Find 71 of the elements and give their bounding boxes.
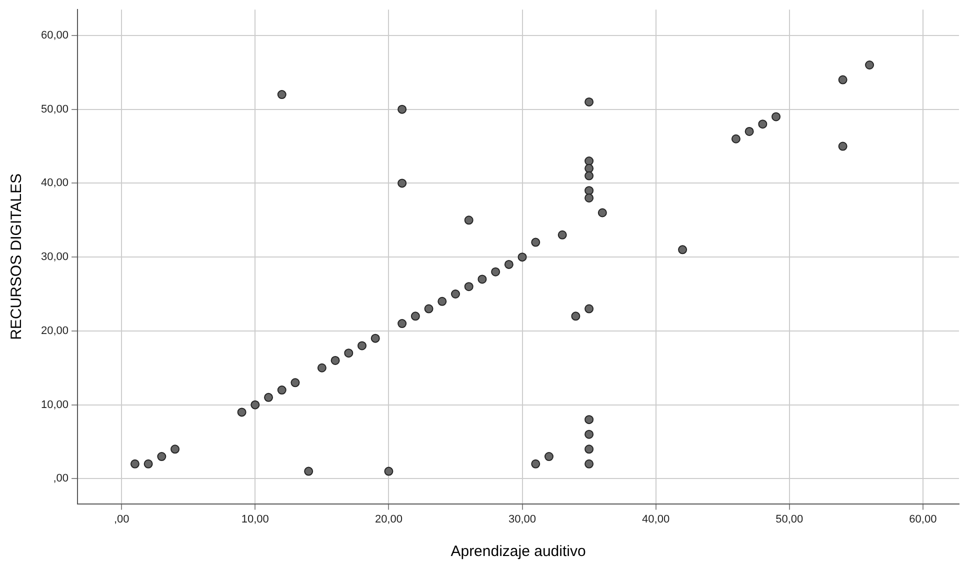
point [410,312,420,321]
point [758,120,768,129]
x-axis-title: Aprendizaje auditivo [450,543,586,560]
point [584,164,594,173]
point [531,238,540,247]
point [398,319,407,328]
point [838,142,848,151]
point [584,171,594,180]
point [584,304,594,314]
point [584,444,594,454]
point [330,356,340,365]
point [317,363,326,372]
y-tick-label: 40,00 [40,177,69,190]
point [678,245,688,254]
x-tick-label: 50,00 [776,513,804,526]
y-tick-label: 10,00 [40,398,69,411]
point [584,97,594,106]
point [130,459,140,468]
x-tick-label: 30,00 [508,513,536,526]
point [571,312,580,321]
point [584,415,594,424]
y-axis-title: RECURSOS DIGITALES [8,173,26,340]
point [237,408,246,417]
point [584,193,594,202]
point [358,341,367,350]
y-tick-label: 30,00 [40,251,69,264]
point [478,274,487,284]
x-tick-label: ,00 [114,513,130,526]
point [838,75,848,84]
point [531,459,540,468]
x-tick-label: 10,00 [241,513,269,526]
point [865,60,874,70]
y-tick-label: 60,00 [40,29,69,42]
point [157,452,166,462]
point [464,282,474,292]
point [277,90,286,100]
point [250,400,260,410]
point [558,230,567,240]
point [744,126,754,136]
point [304,466,314,476]
point [170,444,180,454]
point [264,392,274,402]
y-tick-label: ,00 [53,472,69,485]
point [544,452,554,462]
x-tick-label: 40,00 [642,513,670,526]
y-tick-label: 20,00 [40,324,69,337]
point [424,304,434,314]
point [491,267,500,276]
point [384,466,394,476]
point [584,156,594,166]
point [370,334,380,343]
point [504,260,514,269]
point [398,104,407,114]
point [518,252,527,262]
point [438,296,447,306]
y-tick-label: 50,00 [40,103,69,116]
point [144,459,153,468]
point [464,216,474,225]
point [584,430,594,439]
point [398,178,407,188]
x-tick-label: 60,00 [909,513,937,526]
point [290,378,300,388]
point [277,386,286,395]
point [731,134,740,144]
x-tick-label: 20,00 [374,513,402,526]
point [772,112,781,122]
point [450,290,460,299]
point [598,208,607,218]
point [344,348,354,358]
point [584,186,594,196]
point [584,459,594,468]
